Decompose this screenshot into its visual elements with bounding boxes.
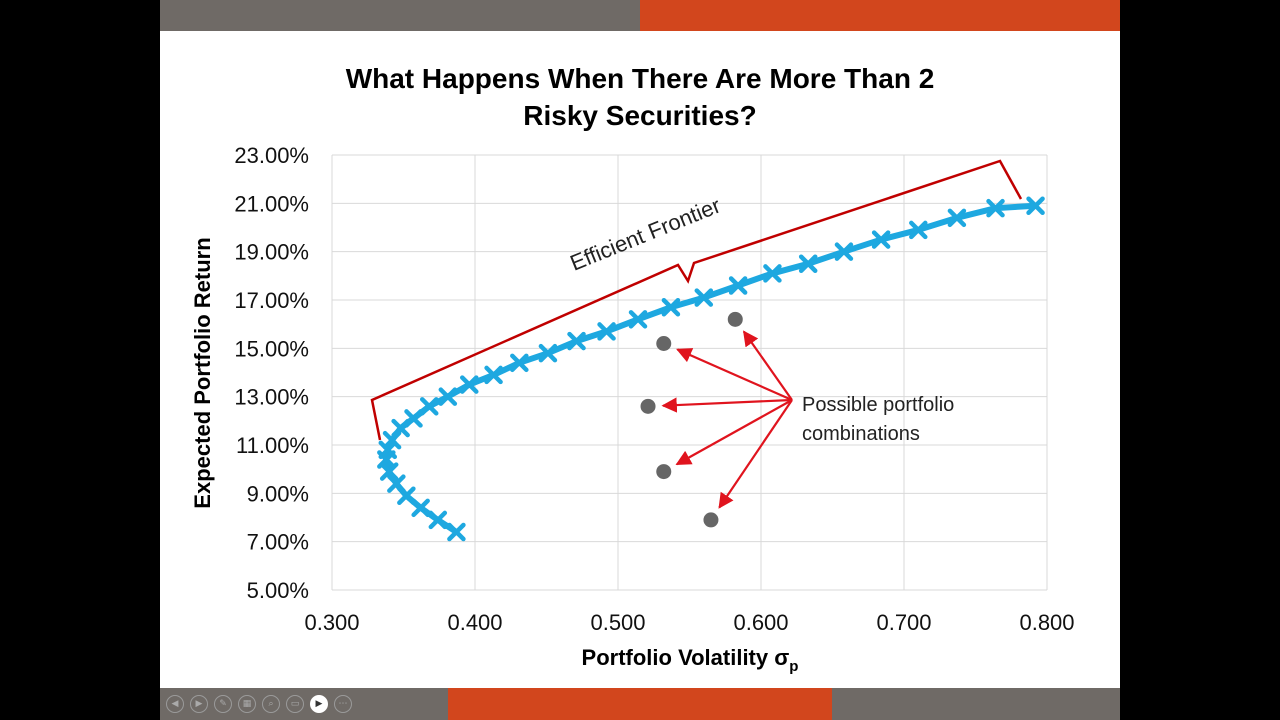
y-tick-label: 15.00% xyxy=(234,336,309,361)
y-tick-label: 23.00% xyxy=(234,143,309,168)
frontier-marker xyxy=(628,310,648,329)
combination-arrow xyxy=(675,399,793,466)
combination-arrow xyxy=(661,397,793,413)
top-bar-left xyxy=(160,0,640,31)
combos-label-line-1: Possible portfolio xyxy=(802,394,954,416)
frontier-marker xyxy=(567,331,586,351)
frontier-marker xyxy=(694,288,714,307)
pen-icon[interactable]: ✎ xyxy=(214,695,232,713)
y-tick-label: 9.00% xyxy=(247,481,309,506)
y-axis-label: Expected Portfolio Return xyxy=(190,237,215,508)
frontier-marker xyxy=(728,276,748,295)
combos-label-line-2: combinations xyxy=(802,423,920,445)
prev-icon[interactable]: ◀ xyxy=(166,695,184,713)
title-line-1: What Happens When There Are More Than 2 xyxy=(345,63,935,94)
frontier-line xyxy=(383,202,1036,535)
series xyxy=(377,196,1045,542)
next-icon[interactable]: ▶ xyxy=(190,695,208,713)
camera-icon[interactable]: ▶ xyxy=(310,695,328,713)
frontier-marker xyxy=(484,365,503,385)
frontier-marker xyxy=(419,397,439,416)
x-tick-label: 0.500 xyxy=(590,610,645,635)
frontier-marker xyxy=(411,498,430,518)
frontier-marker xyxy=(661,298,681,317)
zoom-icon[interactable]: ⌕ xyxy=(262,695,280,713)
slide xyxy=(160,0,1120,720)
slides-icon[interactable]: ▦ xyxy=(238,695,256,713)
y-tick-label: 13.00% xyxy=(234,385,309,410)
combination-point xyxy=(656,336,672,351)
bottom-bar-left xyxy=(160,688,448,720)
combination-arrow xyxy=(718,399,793,509)
frontier-marker xyxy=(378,440,398,460)
frontier-marker xyxy=(798,254,818,273)
combination-point xyxy=(727,311,743,327)
x-tick-label: 0.800 xyxy=(1019,610,1074,635)
frontier-marker xyxy=(510,353,529,373)
bottom-bar-mid xyxy=(448,688,832,720)
frontier-marker xyxy=(438,387,458,406)
frontier-marker xyxy=(986,198,1005,218)
combination-point xyxy=(703,512,719,528)
efficient-frontier-brace xyxy=(370,159,1023,441)
subtitles-icon[interactable]: ▭ xyxy=(286,695,304,713)
y-tick-label: 21.00% xyxy=(234,191,309,216)
slide-title: What Happens When There Are More Than 2 … xyxy=(160,60,1120,134)
x-tick-label: 0.400 xyxy=(447,610,502,635)
efficient-frontier-label: Efficient Frontier xyxy=(567,193,725,276)
combination-point xyxy=(656,464,672,480)
frontier-marker xyxy=(460,375,479,394)
more-icon[interactable]: ⋯ xyxy=(334,695,352,713)
top-bar-right xyxy=(640,0,1120,31)
frontier-marker xyxy=(538,343,558,363)
y-tick-label: 5.00% xyxy=(247,578,309,603)
tick-labels: 0.300 0.400 0.500 0.600 0.700 0.800 5.00% 7.00%… xyxy=(234,143,1074,635)
y-tick-label: 17.00% xyxy=(234,288,309,313)
combination-arrows xyxy=(661,330,793,509)
x-tick-label: 0.700 xyxy=(876,610,931,635)
frontier-marker xyxy=(382,430,402,450)
title-line-2: Risky Securities? xyxy=(523,100,757,131)
y-tick-label: 11.00% xyxy=(236,433,309,458)
frontier-marker xyxy=(387,474,406,493)
combination-arrow xyxy=(742,330,793,401)
y-tick-label: 7.00% xyxy=(247,530,309,555)
frontier-marker xyxy=(597,322,616,341)
frontier-marker xyxy=(428,510,448,530)
y-tick-label: 19.00% xyxy=(234,240,309,265)
x-tick-label: 0.300 xyxy=(304,610,359,635)
frontier-marker xyxy=(404,409,423,428)
frontier-marker xyxy=(763,264,782,283)
presenter-controls: ◀ ▶ ✎ ▦ ⌕ ▭ ▶ ⋯ xyxy=(160,688,352,720)
frontier-marker xyxy=(909,220,928,240)
frontier-marker xyxy=(391,418,410,438)
x-axis-label: Portfolio Volatility σp xyxy=(582,645,799,675)
x-axis-label-text: Portfolio Volatility σ xyxy=(582,645,790,670)
frontier-marker xyxy=(947,208,967,228)
combination-point xyxy=(640,398,656,414)
x-tick-label: 0.600 xyxy=(733,610,788,635)
frontier-marker xyxy=(1026,196,1045,215)
x-axis-label-subscript: p xyxy=(789,658,798,675)
combination-arrow xyxy=(676,348,793,402)
frontier-marker xyxy=(447,522,466,542)
frontier-marker xyxy=(834,242,854,261)
frontier-marker xyxy=(871,230,891,249)
bottom-bar-right xyxy=(832,688,1120,720)
